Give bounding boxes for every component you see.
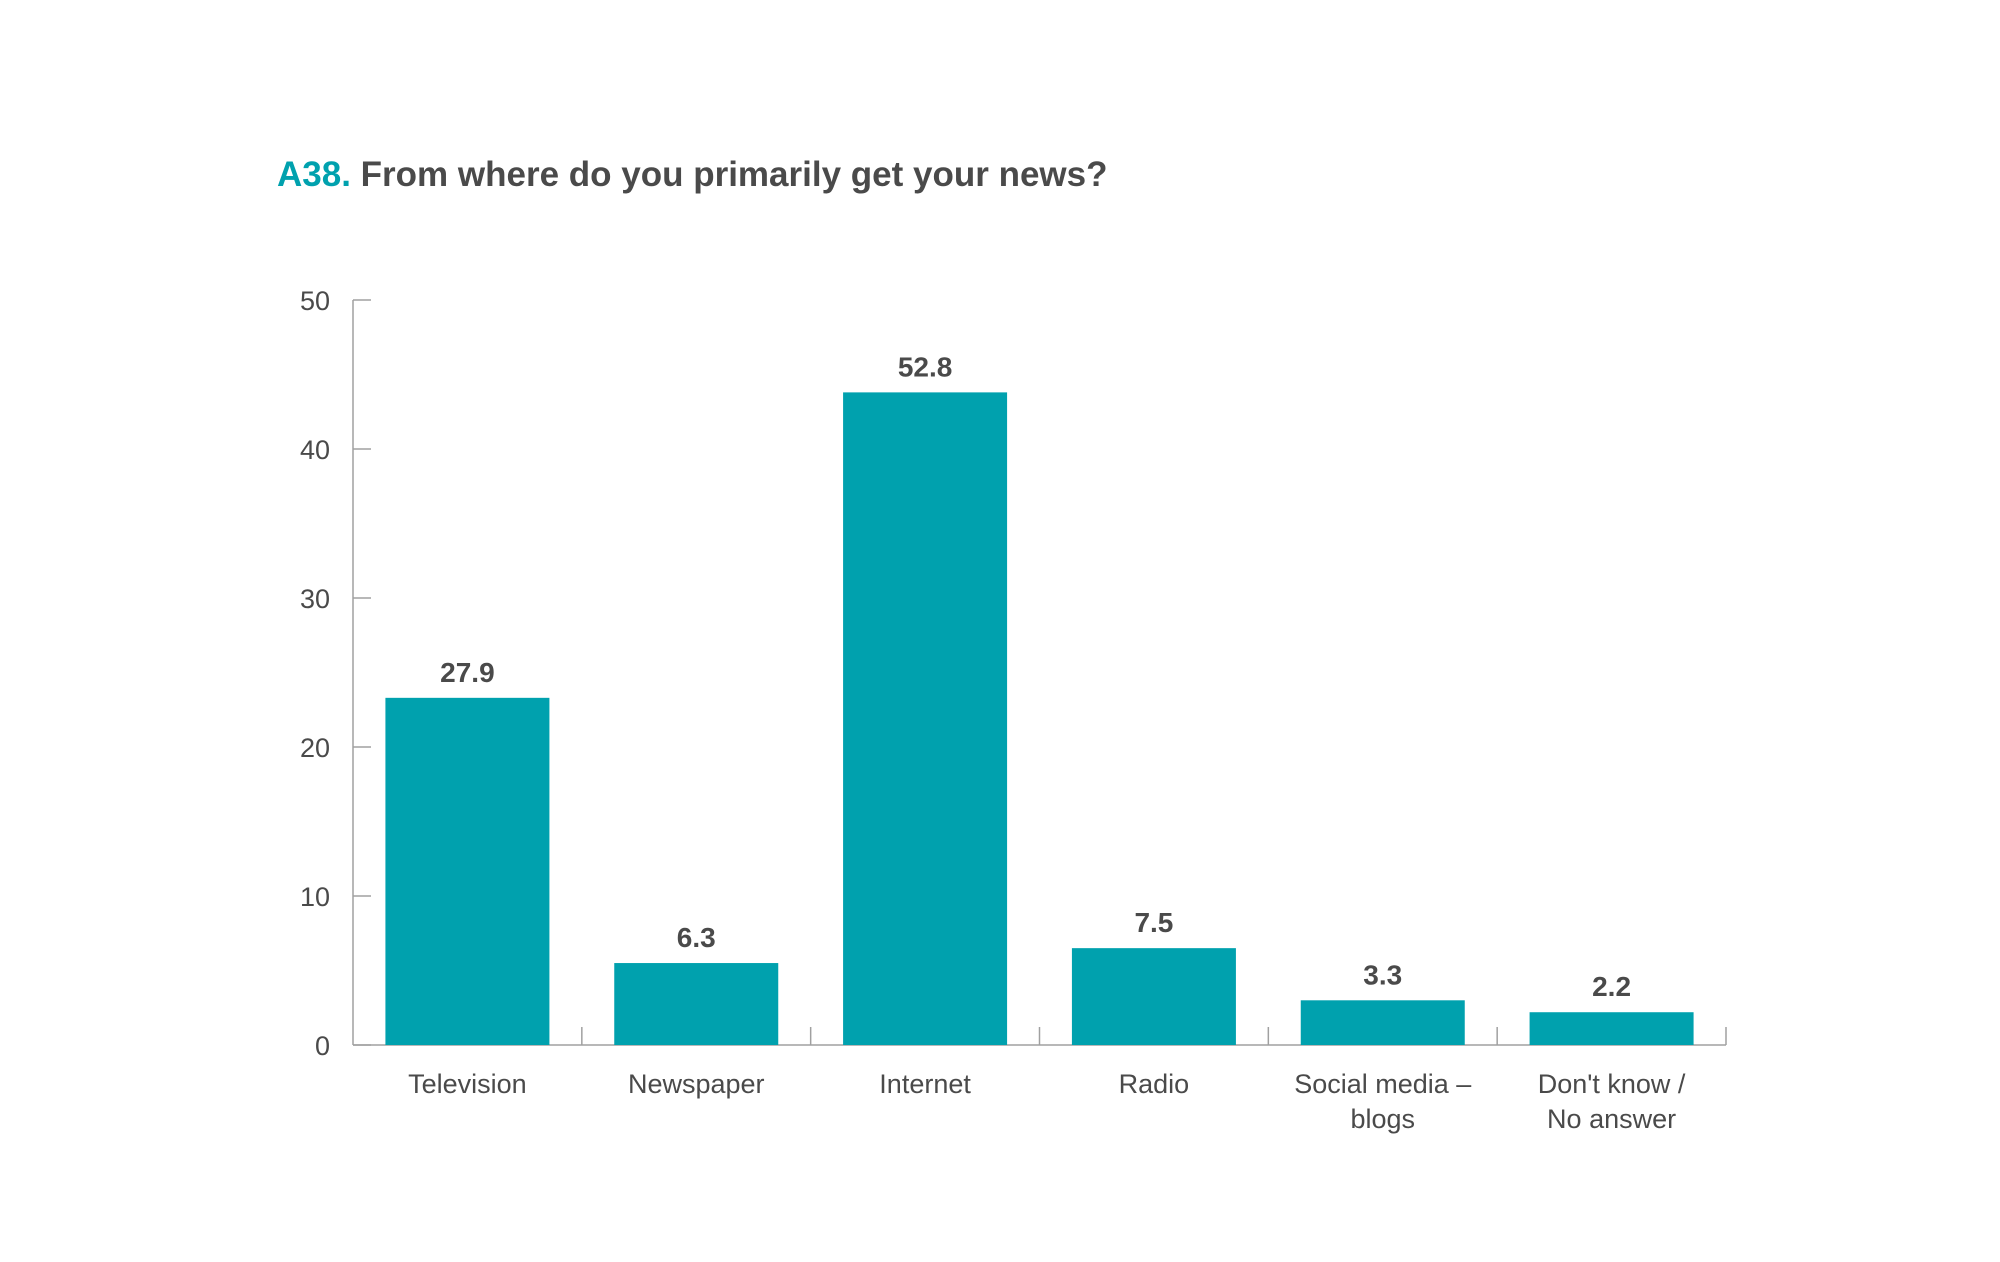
chart-title: A38. From where do you primarily get you… xyxy=(277,155,1107,195)
bar xyxy=(843,392,1008,1045)
x-tick-label-line: Social media – xyxy=(1294,1069,1471,1099)
x-tick-label: Social media – blogs xyxy=(1294,1069,1471,1134)
y-tick-label: 40 xyxy=(300,435,330,465)
x-tick-label-line: Radio xyxy=(1119,1069,1190,1099)
y-tick-label: 30 xyxy=(300,584,330,614)
bar-value-label: 7.5 xyxy=(1134,907,1173,938)
x-tick-label-line: Television xyxy=(408,1069,527,1099)
bar-value-label: 52.8 xyxy=(898,351,953,382)
bar xyxy=(1300,1000,1465,1045)
x-tick-label-line: Internet xyxy=(879,1069,971,1099)
x-tick-label: Internet xyxy=(879,1069,971,1099)
y-tick-label: 50 xyxy=(300,286,330,316)
bar-value-label: 27.9 xyxy=(440,657,495,688)
x-tick-label: Don't know / No answer xyxy=(1538,1069,1686,1134)
bar xyxy=(385,697,550,1045)
x-tick-label: Newspaper xyxy=(628,1069,765,1099)
question-number: A38. xyxy=(277,155,351,194)
bar-value-label: 3.3 xyxy=(1363,959,1402,990)
x-tick-label-line: Newspaper xyxy=(628,1069,765,1099)
bar xyxy=(1529,1012,1694,1045)
bar xyxy=(614,963,779,1045)
bar-value-label: 6.3 xyxy=(677,922,716,953)
x-tick-label-line: Don't know / xyxy=(1538,1069,1686,1099)
bar xyxy=(1071,948,1236,1045)
y-tick-label: 20 xyxy=(300,733,330,763)
y-tick-label: 0 xyxy=(315,1031,330,1061)
x-tick-label: Television xyxy=(408,1069,527,1099)
bar-value-label: 2.2 xyxy=(1592,971,1631,1002)
x-tick-label-line: blogs xyxy=(1350,1104,1415,1134)
question-text: From where do you primarily get your new… xyxy=(360,155,1108,194)
x-tick-label: Radio xyxy=(1119,1069,1190,1099)
x-tick-label-line: No answer xyxy=(1547,1104,1676,1134)
y-tick-label: 10 xyxy=(300,882,330,912)
